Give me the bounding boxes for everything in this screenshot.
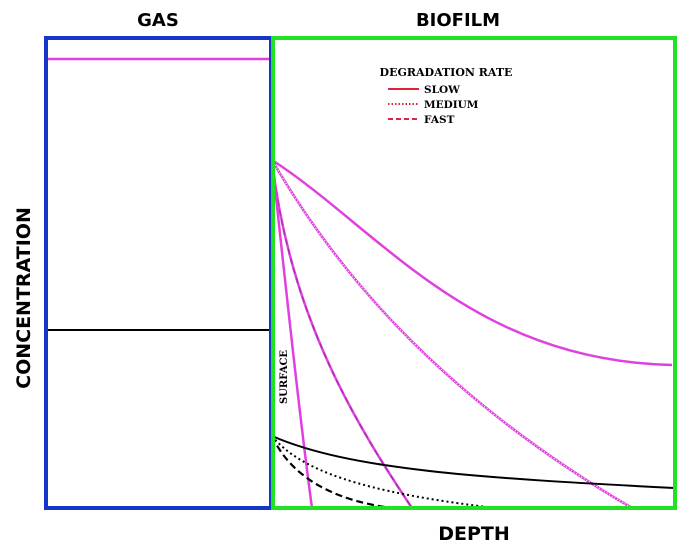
legend-label-slow: SLOW <box>424 84 460 96</box>
slow-rate-curve-high <box>271 158 673 367</box>
slow-rate-curve-low <box>271 435 675 489</box>
medium-rate-curve-high <box>270 159 633 510</box>
legend-label-fast: FAST <box>424 114 455 126</box>
x-axis-label: DEPTH <box>438 523 510 541</box>
biofilm-heading: BIOFILM <box>416 10 500 31</box>
legend: DEGRADATION RATE SLOW MEDIUM FAST <box>380 66 513 126</box>
high-concentration-profiles <box>46 57 673 510</box>
y-axis-label: CONCENTRATION <box>13 207 35 389</box>
gas-region-box <box>44 36 273 510</box>
medium-rate-curve-high-dots <box>271 159 633 509</box>
gas-heading: GAS <box>137 10 179 31</box>
low-concentration-profiles <box>46 329 675 510</box>
surface-label: SURFACE <box>279 350 290 404</box>
biofilm-region-box <box>271 36 677 510</box>
fast-rate-curve-high-dashes <box>271 159 413 509</box>
legend-title: DEGRADATION RATE <box>380 66 513 79</box>
medium-rate-curve-low <box>271 435 496 509</box>
fast-rate-curve-low <box>271 435 393 510</box>
legend-label-medium: MEDIUM <box>424 99 479 111</box>
faster-rate-curve-high <box>270 159 314 509</box>
